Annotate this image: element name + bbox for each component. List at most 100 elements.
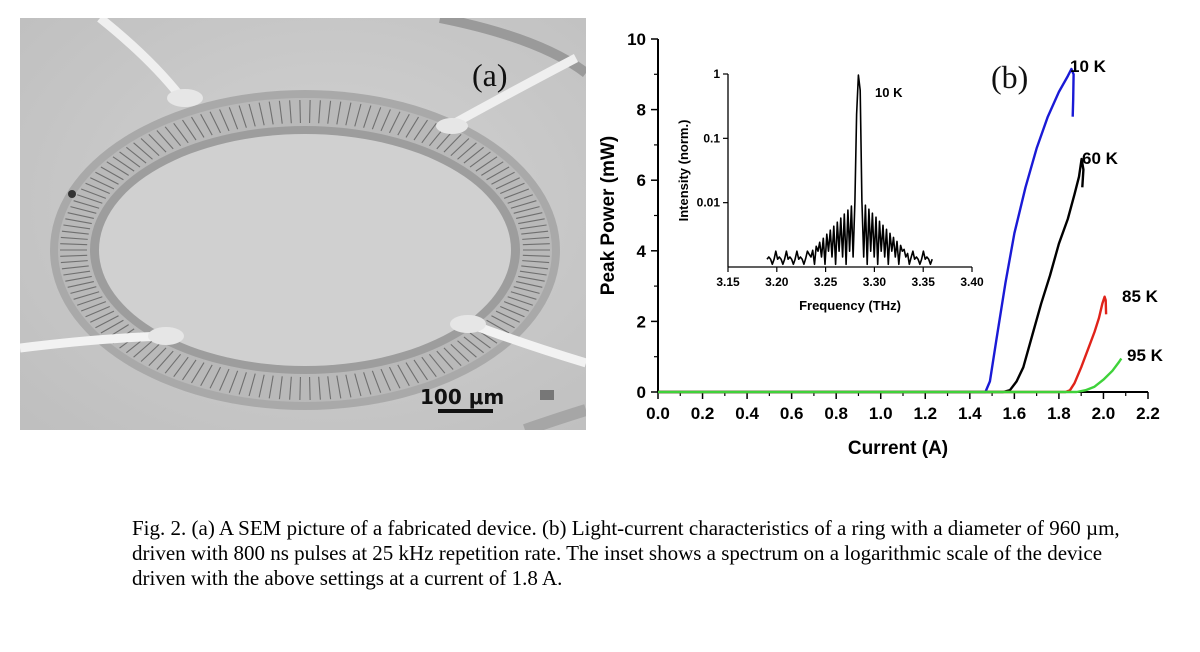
grating-line [463,146,484,164]
x-tick-label: 0.0 [646,404,670,423]
grating-line [95,171,119,185]
grating-line [248,103,256,127]
grating-line [469,151,491,168]
sem-image: (a) 100 μm [20,18,586,430]
grating-line [156,130,174,150]
grating-line [106,161,129,176]
grating-line [278,100,283,124]
y-tick-label: 10 [627,30,646,49]
grating-line [345,374,352,398]
grating-line [60,236,88,240]
y-tick-label: 6 [637,171,646,190]
grating-line [77,296,103,306]
wire-bond-top-right [452,54,579,127]
grating-line [85,182,110,195]
neighbour-ring-top [439,18,586,77]
grating-line [519,270,547,276]
grating-line [164,126,182,147]
grating-line [219,368,230,391]
grating-line [516,281,543,288]
inset-x-tick-label: 3.15 [716,275,740,289]
inset-x-tick-label: 3.35 [912,275,936,289]
y-tick-label: 0 [637,383,646,402]
grating-line [85,305,110,318]
grating-line [522,260,550,264]
grating-line [173,356,189,377]
grating-line [450,343,470,362]
series-label: 60 K [1082,149,1119,168]
grating-line [450,138,470,157]
grating-line [521,230,549,235]
grating-line [90,177,115,190]
x-tick-label: 0.8 [824,404,848,423]
scale-bar-label: 100 μm [420,385,504,409]
inset-x-tick-label: 3.30 [863,275,887,289]
panel-b-label: (b) [991,59,1028,95]
grating-line [519,224,547,230]
grating-line [67,281,94,288]
grating-line [521,265,549,270]
inset-y-axis-title: Intensity (norm.) [676,120,691,222]
series-line-95k [658,357,1123,394]
inset-x-axis-title: Frequency (THz) [799,298,901,313]
grating-line [457,142,477,160]
grating-line [421,356,437,377]
grating-line [228,107,239,130]
surface-particle [540,390,554,400]
grating-line [70,206,97,214]
chart-panel-b: 0.0 0.2 0.4 0.6 0.8 1.0 1.2 1.4 1.6 1.8 2.0 2.2 0 2 4 6… [595,18,1180,468]
neighbour-ring-bottom [523,404,586,430]
grating-line [522,236,550,240]
series-label: 10 K [1070,57,1107,76]
x-tick-label: 1.2 [913,404,937,423]
grating-line [100,319,124,334]
grating-line [209,366,222,389]
grating-line [510,200,537,209]
grating-line [119,151,141,168]
grating-line [191,362,205,384]
grating-line [318,376,321,400]
grating-line [95,315,119,329]
inset-x-tick-label: 3.40 [960,275,984,289]
grating-line [278,376,283,400]
grating-line [363,105,372,128]
grating-line [507,194,533,204]
grating-line [156,350,174,370]
grating-line [518,275,545,282]
grating-line [100,166,124,181]
grating-line [164,353,182,374]
grating-line [421,123,437,144]
grating-line [238,105,247,128]
inset-x-tick-label: 3.25 [814,275,838,289]
x-axis-title: Current (A) [848,438,948,459]
grating-line [60,243,88,246]
grating-line [80,301,107,312]
grating-line [495,310,520,323]
grating-line [413,119,428,141]
grating-line [309,100,311,124]
grating-line [61,265,89,270]
wire-bond-top-left [97,18,184,99]
grating-line [388,111,401,134]
bond-pad [436,118,468,134]
grating-line [200,364,213,386]
series-line-10k [658,67,1075,394]
grating-line [238,372,247,395]
grating-line [73,200,100,209]
main-axes: 0.0 0.2 0.4 0.6 0.8 1.0 1.2 1.4 1.6 1.8 2.0 2.2 0 2 4 6… [598,30,1160,459]
grating-line [67,212,94,219]
grating-line [354,373,362,397]
grating-line [126,146,147,164]
x-tick-label: 2.0 [1092,404,1116,423]
grating-line [510,291,537,300]
grating-line [112,156,135,172]
grating-line [289,100,292,124]
grating-line [148,347,167,366]
grating-line [475,156,498,172]
grating-line [443,134,462,153]
grating-line [80,188,107,199]
x-tick-label: 1.0 [869,404,893,423]
grating-line [354,103,362,127]
y-tick-label: 8 [637,101,646,120]
main-series-group: 10 K 60 K 85 K 95 K [658,57,1164,394]
